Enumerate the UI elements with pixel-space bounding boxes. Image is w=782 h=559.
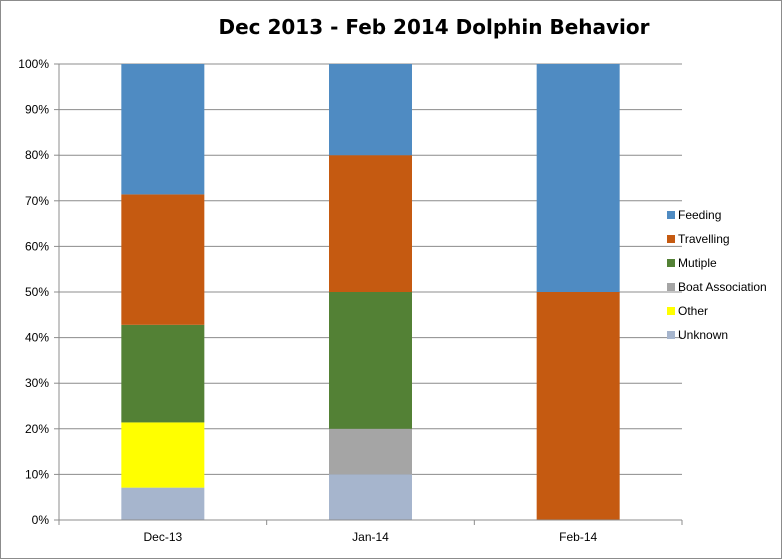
bar-segment	[121, 194, 205, 325]
bar-segment	[121, 422, 205, 488]
bar-segment	[329, 64, 412, 156]
legend-swatch	[667, 331, 675, 339]
axes: 0% 10% 20% 30% 40% 50% 60% 70% 80% 90% 100% Dec-13 J…	[18, 57, 683, 544]
legend-label: Boat Association	[678, 280, 767, 294]
y-tick-label: 30%	[25, 376, 49, 390]
x-tick-label: Feb-14	[559, 530, 597, 544]
y-tick-label: 0%	[32, 513, 50, 527]
y-tick-label: 40%	[25, 331, 49, 345]
legend-swatch	[667, 211, 675, 219]
y-tick-label: 10%	[25, 467, 49, 481]
y-tick-label: 80%	[25, 148, 49, 162]
y-tick-label: 20%	[25, 422, 49, 436]
bars	[121, 64, 620, 520]
legend-swatch	[667, 283, 675, 291]
legend-label: Travelling	[678, 232, 730, 246]
y-tick-label: 70%	[25, 194, 49, 208]
bar-segment	[121, 324, 205, 423]
bar-segment	[329, 292, 412, 429]
y-tick-label: 60%	[25, 239, 49, 253]
bar-segment	[536, 292, 620, 520]
legend-label: Other	[678, 304, 708, 318]
legend-swatch	[667, 307, 675, 315]
x-tick-label: Dec-13	[143, 530, 182, 544]
bar-segment	[536, 64, 620, 292]
y-tick-label: 90%	[25, 103, 49, 117]
legend-label: Feeding	[678, 208, 721, 222]
bar-segment	[329, 428, 412, 475]
legend-swatch	[667, 259, 675, 267]
x-tick-label: Jan-14	[352, 530, 389, 544]
chart-title: Dec 2013 - Feb 2014 Dolphin Behavior	[218, 15, 650, 39]
y-tick-label: 50%	[25, 285, 49, 299]
bar-segment	[121, 487, 205, 520]
bar-segment	[121, 64, 205, 195]
legend-swatch	[667, 235, 675, 243]
legend-label: Unknown	[678, 328, 728, 342]
legend-label: Mutiple	[678, 256, 717, 270]
y-tick-label: 100%	[18, 57, 49, 71]
bar-segment	[329, 474, 412, 520]
bar-segment	[329, 155, 412, 292]
legend: Feeding Travelling Mutiple Boat Association…	[667, 208, 767, 342]
